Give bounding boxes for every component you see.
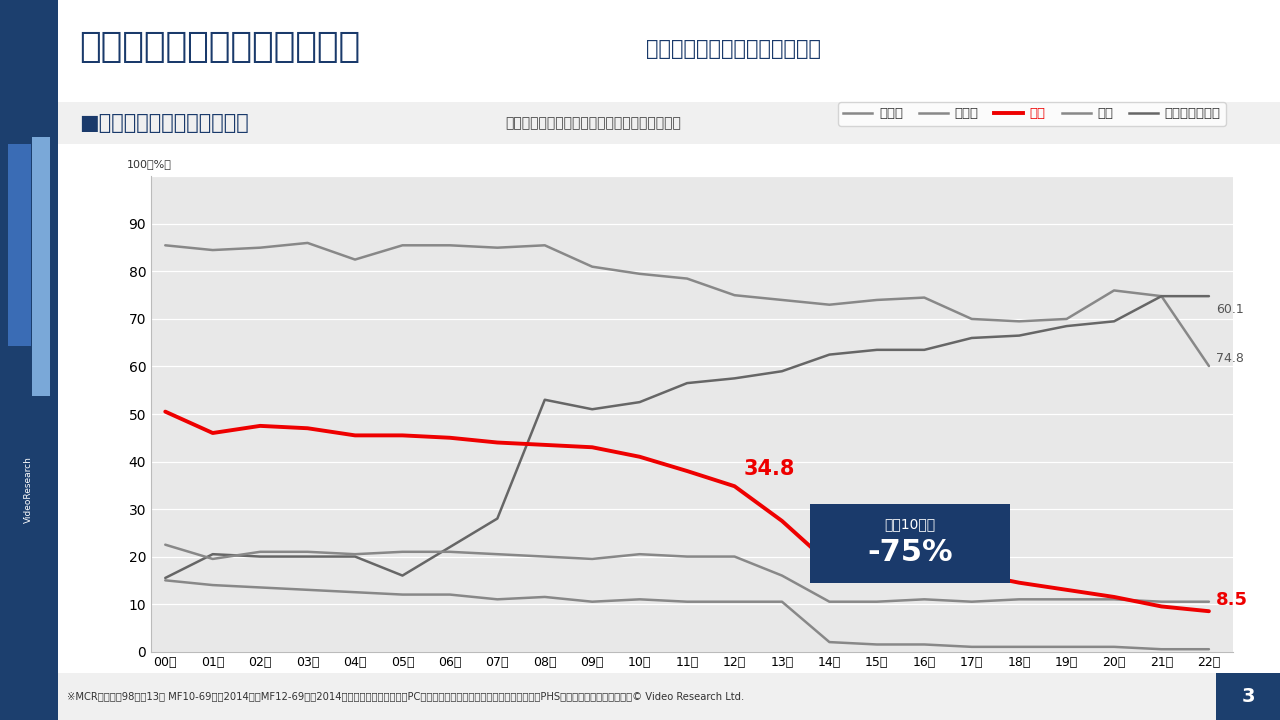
Text: 34.8: 34.8 (744, 459, 795, 479)
Text: 60.1: 60.1 (1216, 303, 1244, 316)
Text: 直近10年で: 直近10年で (884, 517, 936, 531)
Bar (58, 102, 1280, 144)
Text: 新聞ビジネスを取り巻く概況: 新聞ビジネスを取り巻く概況 (79, 30, 361, 64)
Bar (58, 0, 1280, 104)
Text: 100（%）: 100（%） (127, 159, 173, 169)
Text: -75%: -75% (868, 539, 952, 567)
Bar (0, 0, 58, 720)
FancyBboxPatch shape (810, 504, 1010, 582)
Text: 3: 3 (1242, 687, 1254, 706)
Text: 8.5: 8.5 (1216, 591, 1248, 609)
Text: VideoResearch: VideoResearch (24, 456, 33, 523)
Text: ～主要メディアの接触率推移～: ～主要メディアの接触率推移～ (646, 39, 822, 59)
Bar (1216, 673, 1280, 720)
Text: （個人全体／自宅内外計／週平均１日あたり）: （個人全体／自宅内外計／週平均１日あたり） (506, 116, 681, 130)
Bar (32, 137, 50, 396)
Legend: テレビ, ラジオ, 新聞, 雑誌, インターネット: テレビ, ラジオ, 新聞, 雑誌, インターネット (838, 102, 1226, 126)
Text: 74.8: 74.8 (1216, 351, 1244, 364)
Bar (58, 673, 1216, 720)
Text: ■主要メディアの接触率推移: ■主要メディアの接触率推移 (79, 113, 250, 133)
Text: ※MCRデータ：98年～13年 MF10-69才　2014年～MF12-69才／2014年～インターネットにはPC／タブレット／スマートフォン／携帯電話／PHS: ※MCRデータ：98年～13年 MF10-69才 2014年～MF12-69才／… (67, 691, 744, 701)
Bar (8, 144, 31, 346)
